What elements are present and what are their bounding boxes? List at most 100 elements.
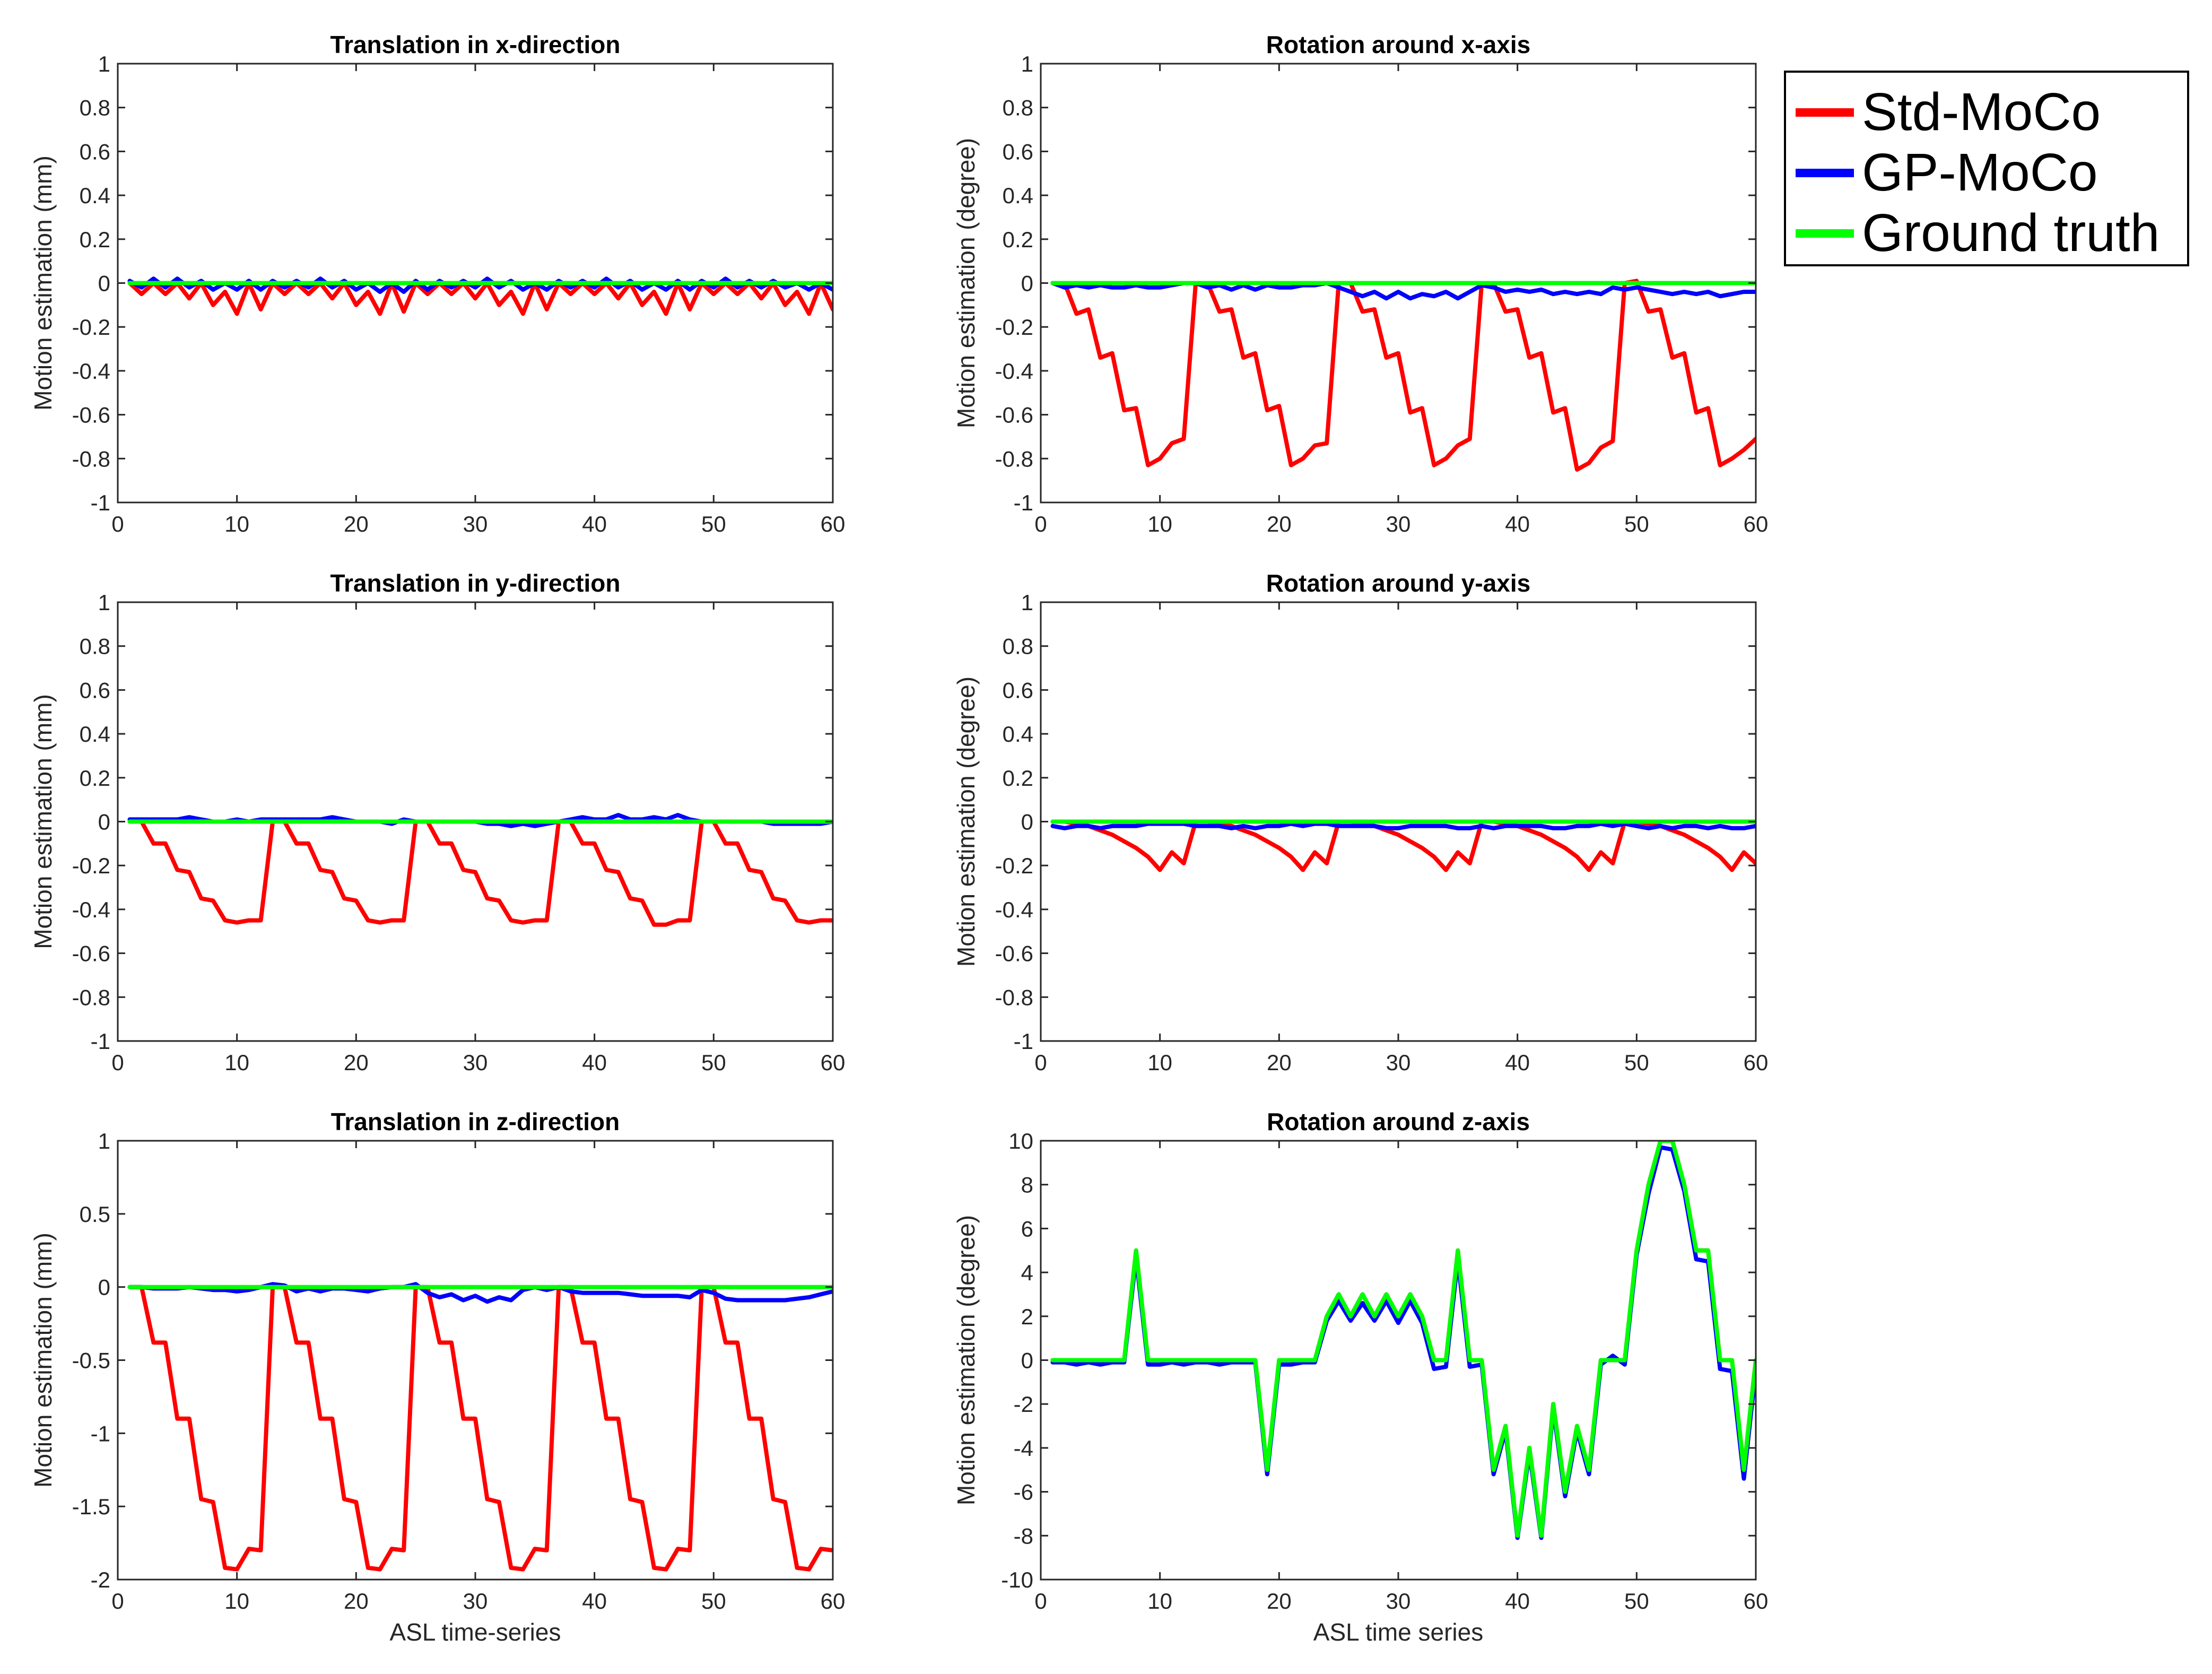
series-line-std-moco: [127, 1285, 833, 1572]
x-tick-label: 20: [344, 511, 369, 536]
x-tick-label: 30: [1386, 511, 1411, 536]
x-tick-label: 30: [463, 1050, 488, 1075]
y-tick-label: -10: [1001, 1567, 1033, 1592]
x-tick-label: 10: [1147, 511, 1172, 536]
x-axis-label: ASL time series: [1313, 1618, 1483, 1646]
y-tick-label: -0.4: [72, 359, 110, 384]
y-axis-label: Motion estimation (degree): [952, 138, 980, 428]
y-tick-label: -0.6: [72, 403, 110, 428]
y-tick-label: -2: [91, 1567, 110, 1592]
y-tick-label: 0.6: [1003, 678, 1033, 702]
chart-panel-translation-in-y-direction: 0 10 20 30 40 50 60 -1 -0.8 -0.6 -0.4 -0.2 0 0.2 0.4 0.…: [29, 569, 845, 1075]
x-tick-label: 10: [224, 511, 249, 536]
y-tick-label: -1: [1014, 490, 1033, 515]
y-tick-label: 0: [98, 1275, 110, 1300]
x-tick-label: 50: [1624, 1589, 1649, 1614]
x-tick-label: 40: [582, 1589, 607, 1614]
chart-title: Translation in y-direction: [330, 569, 621, 597]
y-tick-label: 0: [98, 810, 110, 835]
x-tick-label: 50: [1624, 1050, 1649, 1075]
chart-panel-rotation-around-x-axis: 0 10 20 30 40 50 60 -1 -0.8 -0.6 -0.4 -0.2 0 0.2 0.4 0.…: [952, 31, 1768, 536]
y-tick-label: 1: [98, 1129, 110, 1153]
y-tick-label: 1: [98, 51, 110, 76]
y-tick-label: 0: [1021, 271, 1033, 296]
y-axis-label: Motion estimation (degree): [952, 1215, 980, 1505]
x-tick-label: 0: [111, 1050, 124, 1075]
y-tick-label: 0: [98, 271, 110, 296]
y-tick-label: -0.6: [72, 941, 110, 966]
x-tick-label: 60: [1744, 511, 1769, 536]
y-tick-label: 0.8: [1003, 96, 1033, 120]
x-tick-label: 60: [821, 1050, 846, 1075]
y-tick-label: -0.8: [72, 446, 110, 471]
y-tick-label: 0.4: [80, 183, 110, 208]
y-tick-label: -0.2: [72, 315, 110, 340]
chart-panel-translation-in-x-direction: 0 10 20 30 40 50 60 -1 -0.8 -0.6 -0.4 -0.2 0 0.2 0.4 0.…: [29, 31, 845, 536]
y-tick-label: -0.8: [995, 985, 1033, 1010]
y-tick-label: 0: [1021, 810, 1033, 835]
plot-area: [118, 1141, 833, 1580]
series-line-ground-truth: [1050, 1141, 1756, 1538]
y-tick-label: 1: [1021, 51, 1033, 76]
x-tick-label: 10: [224, 1050, 249, 1075]
y-tick-label: 0: [1021, 1348, 1033, 1373]
y-tick-label: 2: [1021, 1304, 1033, 1329]
y-tick-label: -0.4: [995, 359, 1033, 384]
x-tick-label: 40: [1505, 1589, 1530, 1614]
y-tick-label: 0.2: [80, 227, 110, 252]
y-axis-label: Motion estimation (mm): [29, 1233, 57, 1488]
x-tick-label: 40: [1505, 511, 1530, 536]
y-tick-label: 1: [1021, 590, 1033, 615]
x-tick-label: 30: [1386, 1050, 1411, 1075]
x-tick-label: 40: [582, 1050, 607, 1075]
x-tick-label: 60: [821, 511, 846, 536]
x-tick-label: 60: [821, 1589, 846, 1614]
x-tick-label: 30: [1386, 1589, 1411, 1614]
y-tick-label: 0.4: [1003, 722, 1033, 747]
series-group: [1050, 819, 1756, 872]
y-tick-label: -0.4: [72, 897, 110, 922]
x-tick-label: 0: [111, 511, 124, 536]
chart-title: Rotation around z-axis: [1267, 1108, 1530, 1135]
y-tick-label: 0.4: [1003, 183, 1033, 208]
y-tick-label: 0.4: [80, 722, 110, 747]
chart-panel-rotation-around-z-axis: 0 10 20 30 40 50 60 -10 -8 -6 -4 -2 0 2 4 6 8 10 Rotation …: [952, 1108, 1768, 1646]
x-tick-label: 20: [1267, 511, 1292, 536]
y-axis-label: Motion estimation (mm): [29, 155, 57, 411]
x-tick-label: 40: [1505, 1050, 1530, 1075]
y-tick-label: -2: [1014, 1392, 1033, 1417]
x-tick-label: 20: [1267, 1050, 1292, 1075]
x-tick-label: 20: [1267, 1589, 1292, 1614]
legend: Std-MoCo GP-MoCo Ground truth: [1784, 71, 2189, 266]
series-line-gp-moco: [1050, 281, 1756, 301]
y-axis-label: Motion estimation (degree): [952, 676, 980, 967]
x-tick-label: 10: [224, 1589, 249, 1614]
x-tick-label: 30: [463, 511, 488, 536]
y-tick-label: -6: [1014, 1480, 1033, 1505]
y-tick-label: 0.8: [80, 634, 110, 659]
y-tick-label: -0.2: [995, 315, 1033, 340]
y-tick-label: 10: [1008, 1129, 1033, 1153]
series-group: [1050, 1141, 1756, 1540]
x-tick-label: 0: [111, 1589, 124, 1614]
y-tick-label: -0.2: [72, 853, 110, 878]
y-tick-label: 0.6: [80, 139, 110, 164]
series-line-std-moco: [127, 281, 833, 316]
y-tick-label: -1: [91, 1029, 110, 1054]
chart-panel-translation-in-z-direction: 0 10 20 30 40 50 60 -2 -1.5 -1 -0.5 0 0.5 1 Translatio…: [29, 1108, 845, 1646]
x-tick-label: 20: [344, 1050, 369, 1075]
y-tick-label: -0.8: [995, 446, 1033, 471]
x-tick-label: 60: [1744, 1050, 1769, 1075]
series-line-gp-moco: [127, 1282, 833, 1304]
y-tick-label: 0.2: [80, 766, 110, 791]
x-tick-label: 40: [582, 511, 607, 536]
x-tick-label: 50: [701, 1589, 726, 1614]
y-tick-label: 0.6: [1003, 139, 1033, 164]
x-tick-label: 0: [1034, 1050, 1047, 1075]
y-tick-label: 0.2: [1003, 227, 1033, 252]
y-tick-label: -0.5: [72, 1348, 110, 1373]
y-tick-label: 4: [1021, 1260, 1033, 1285]
chart-title: Translation in z-direction: [331, 1108, 620, 1135]
legend-label-ground-truth: Ground truth: [1862, 203, 2159, 263]
